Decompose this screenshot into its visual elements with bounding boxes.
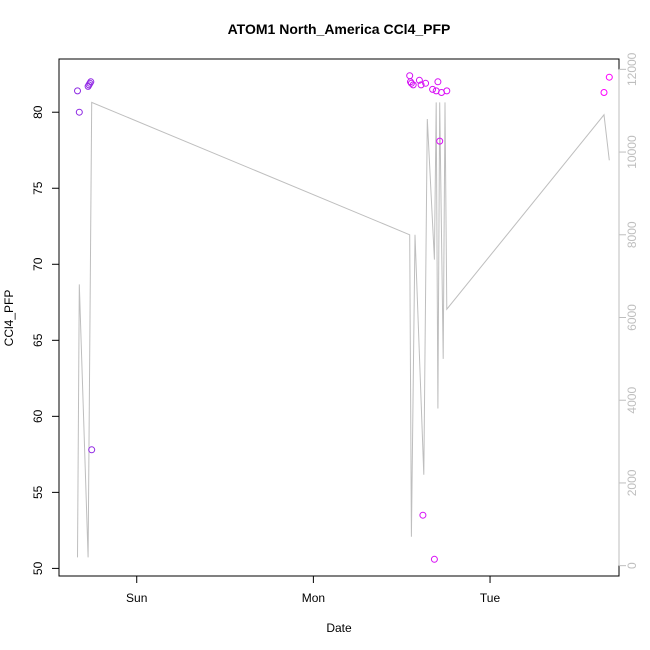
data-point — [415, 76, 423, 84]
data-point — [430, 555, 438, 563]
y-tick-label: 55 — [31, 485, 45, 499]
x-tick-label: Tue — [480, 591, 501, 605]
data-point — [600, 89, 608, 96]
data-point — [87, 78, 95, 86]
y2-tick-label: 10000 — [625, 135, 639, 169]
y-tick-label: 70 — [31, 257, 45, 271]
y-tick-label: 65 — [31, 333, 45, 347]
altitude-line — [77, 101, 610, 558]
y-tick-label: 60 — [31, 409, 45, 423]
y2-tick-label: 4000 — [625, 387, 639, 414]
y2-axis: 0 2000 4000 6000 8000 10000 12000 — [618, 52, 639, 569]
data-point — [419, 511, 427, 519]
altitude-line-layer — [77, 101, 610, 558]
x-axis: Sun Mon Tue — [126, 576, 500, 605]
data-point — [443, 87, 451, 95]
data-point — [406, 72, 414, 80]
points-layer — [74, 72, 613, 563]
data-point — [436, 137, 444, 145]
data-point — [407, 79, 415, 87]
data-point — [86, 79, 94, 87]
y-tick-label: 80 — [31, 105, 45, 119]
x-tick-label: Sun — [126, 591, 147, 605]
y2-tick-label: 0 — [625, 562, 639, 569]
data-point — [422, 79, 430, 87]
y-axis-label: CCl4_PFP — [2, 290, 16, 347]
data-point — [605, 73, 613, 81]
y2-tick-label: 6000 — [625, 304, 639, 331]
data-point — [434, 78, 442, 86]
y2-tick-label: 12000 — [625, 52, 639, 86]
y-axis: 50 55 60 65 70 75 80 — [31, 105, 59, 575]
data-point — [74, 87, 81, 95]
plot-area-frame — [58, 58, 620, 577]
data-point — [429, 85, 437, 93]
data-point — [417, 81, 425, 89]
x-axis-label: Date — [326, 621, 352, 635]
data-point — [88, 446, 96, 454]
x-tick-label: Mon — [302, 591, 325, 605]
y2-tick-label: 2000 — [625, 469, 639, 496]
chart-title: ATOM1 North_America CCl4_PFP — [228, 21, 451, 37]
data-point — [409, 81, 417, 89]
y-tick-label: 50 — [31, 561, 45, 575]
y-tick-label: 75 — [31, 181, 45, 195]
data-point — [75, 108, 83, 116]
y2-tick-label: 8000 — [625, 221, 639, 248]
